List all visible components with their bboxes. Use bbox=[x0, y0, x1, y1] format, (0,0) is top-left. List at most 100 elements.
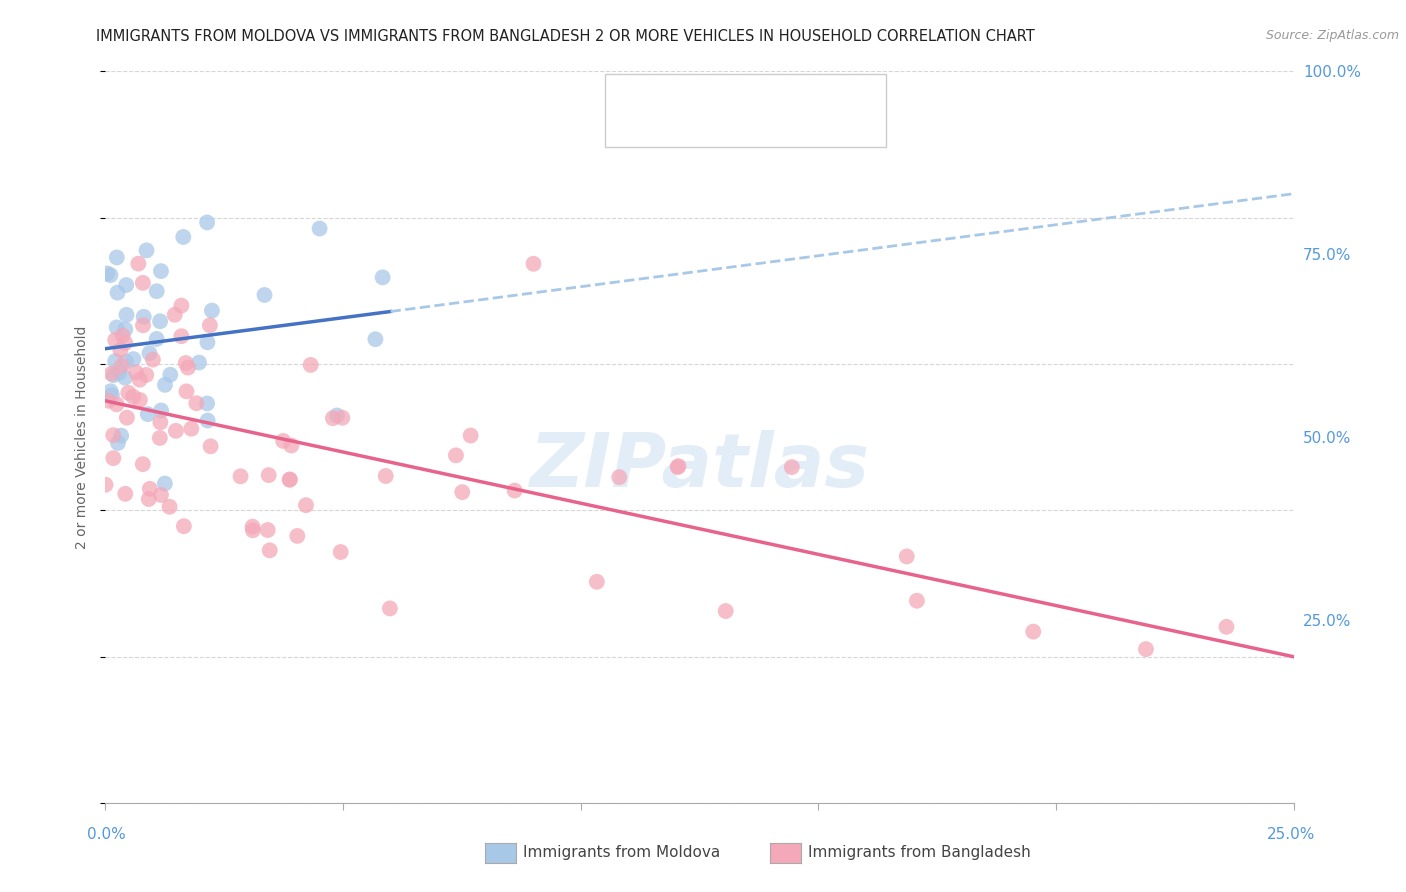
Point bbox=[159, 500, 181, 514]
Text: R = -0.230: R = -0.230 bbox=[652, 87, 742, 104]
Point bbox=[229, 469, 252, 483]
Point bbox=[503, 483, 526, 498]
Point bbox=[132, 457, 155, 471]
Point bbox=[104, 333, 127, 347]
Point bbox=[295, 498, 318, 512]
Point bbox=[253, 288, 276, 302]
Point bbox=[149, 314, 172, 328]
Point bbox=[127, 257, 149, 271]
Point bbox=[97, 393, 120, 408]
Point bbox=[201, 303, 224, 318]
Point bbox=[115, 308, 138, 322]
Point bbox=[905, 593, 928, 607]
Point bbox=[177, 360, 200, 375]
Point bbox=[174, 356, 197, 370]
Point bbox=[100, 268, 122, 282]
Point bbox=[110, 428, 132, 442]
Point bbox=[271, 434, 294, 448]
Point bbox=[371, 270, 394, 285]
Point bbox=[117, 385, 139, 400]
Point bbox=[104, 354, 127, 368]
Point bbox=[1022, 624, 1045, 639]
Point bbox=[107, 285, 129, 300]
Point bbox=[132, 310, 155, 324]
Point bbox=[150, 403, 173, 417]
Point bbox=[666, 460, 689, 475]
Point bbox=[125, 365, 148, 379]
Point bbox=[378, 601, 401, 615]
Point bbox=[200, 439, 222, 453]
Point bbox=[165, 424, 187, 438]
Point bbox=[278, 473, 301, 487]
Point bbox=[308, 221, 330, 235]
Point bbox=[105, 397, 128, 411]
Point bbox=[122, 352, 145, 367]
Point bbox=[138, 346, 160, 360]
Point bbox=[186, 396, 208, 410]
Point bbox=[256, 523, 278, 537]
Point bbox=[585, 574, 607, 589]
Point bbox=[149, 264, 172, 278]
Text: ZIPatlas: ZIPatlas bbox=[530, 430, 869, 503]
Point bbox=[330, 410, 353, 425]
Text: R = -0.226: R = -0.226 bbox=[652, 117, 742, 135]
Point bbox=[96, 267, 118, 281]
Point bbox=[444, 448, 467, 462]
Point bbox=[280, 438, 302, 452]
Point bbox=[1135, 642, 1157, 657]
Point bbox=[94, 477, 117, 491]
Point bbox=[668, 459, 690, 474]
Point bbox=[326, 409, 349, 423]
Point bbox=[132, 318, 155, 333]
Point bbox=[180, 422, 202, 436]
Point bbox=[132, 276, 155, 290]
Point bbox=[122, 390, 145, 404]
Point bbox=[105, 251, 128, 265]
Point bbox=[108, 366, 131, 380]
Point bbox=[195, 396, 218, 410]
Point bbox=[100, 384, 122, 399]
Point bbox=[128, 392, 150, 407]
Point bbox=[103, 451, 125, 466]
Point bbox=[115, 410, 138, 425]
Point bbox=[257, 468, 280, 483]
Point bbox=[111, 359, 134, 373]
Point bbox=[114, 322, 136, 336]
Point bbox=[188, 355, 211, 369]
Point bbox=[136, 407, 159, 421]
Point bbox=[105, 320, 128, 334]
Point bbox=[172, 230, 194, 244]
Point bbox=[101, 388, 124, 402]
Point bbox=[114, 370, 136, 384]
Point bbox=[135, 244, 157, 258]
Point bbox=[103, 368, 125, 383]
Point bbox=[110, 343, 132, 358]
Point bbox=[139, 482, 162, 496]
Point bbox=[153, 377, 176, 392]
Point bbox=[460, 428, 482, 442]
Point bbox=[107, 436, 129, 450]
Point bbox=[329, 545, 352, 559]
Point bbox=[197, 413, 219, 427]
Point bbox=[285, 529, 308, 543]
Text: IMMIGRANTS FROM MOLDOVA VS IMMIGRANTS FROM BANGLADESH 2 OR MORE VEHICLES IN HOUS: IMMIGRANTS FROM MOLDOVA VS IMMIGRANTS FR… bbox=[96, 29, 1035, 44]
Point bbox=[242, 519, 264, 533]
Point bbox=[1215, 620, 1237, 634]
Point bbox=[149, 488, 172, 502]
Text: Immigrants from Bangladesh: Immigrants from Bangladesh bbox=[808, 846, 1031, 860]
Text: Immigrants from Moldova: Immigrants from Moldova bbox=[523, 846, 720, 860]
Text: N = 42: N = 42 bbox=[766, 87, 828, 104]
Point bbox=[170, 329, 193, 343]
Point bbox=[142, 352, 165, 367]
Point bbox=[135, 368, 157, 382]
Point bbox=[128, 373, 150, 387]
Text: Source: ZipAtlas.com: Source: ZipAtlas.com bbox=[1265, 29, 1399, 42]
Point bbox=[176, 384, 198, 399]
Point bbox=[115, 354, 138, 368]
Point bbox=[198, 318, 221, 333]
Point bbox=[195, 215, 218, 229]
Point bbox=[322, 411, 344, 425]
Point bbox=[159, 368, 181, 382]
Point bbox=[114, 487, 136, 501]
Point bbox=[114, 335, 136, 350]
